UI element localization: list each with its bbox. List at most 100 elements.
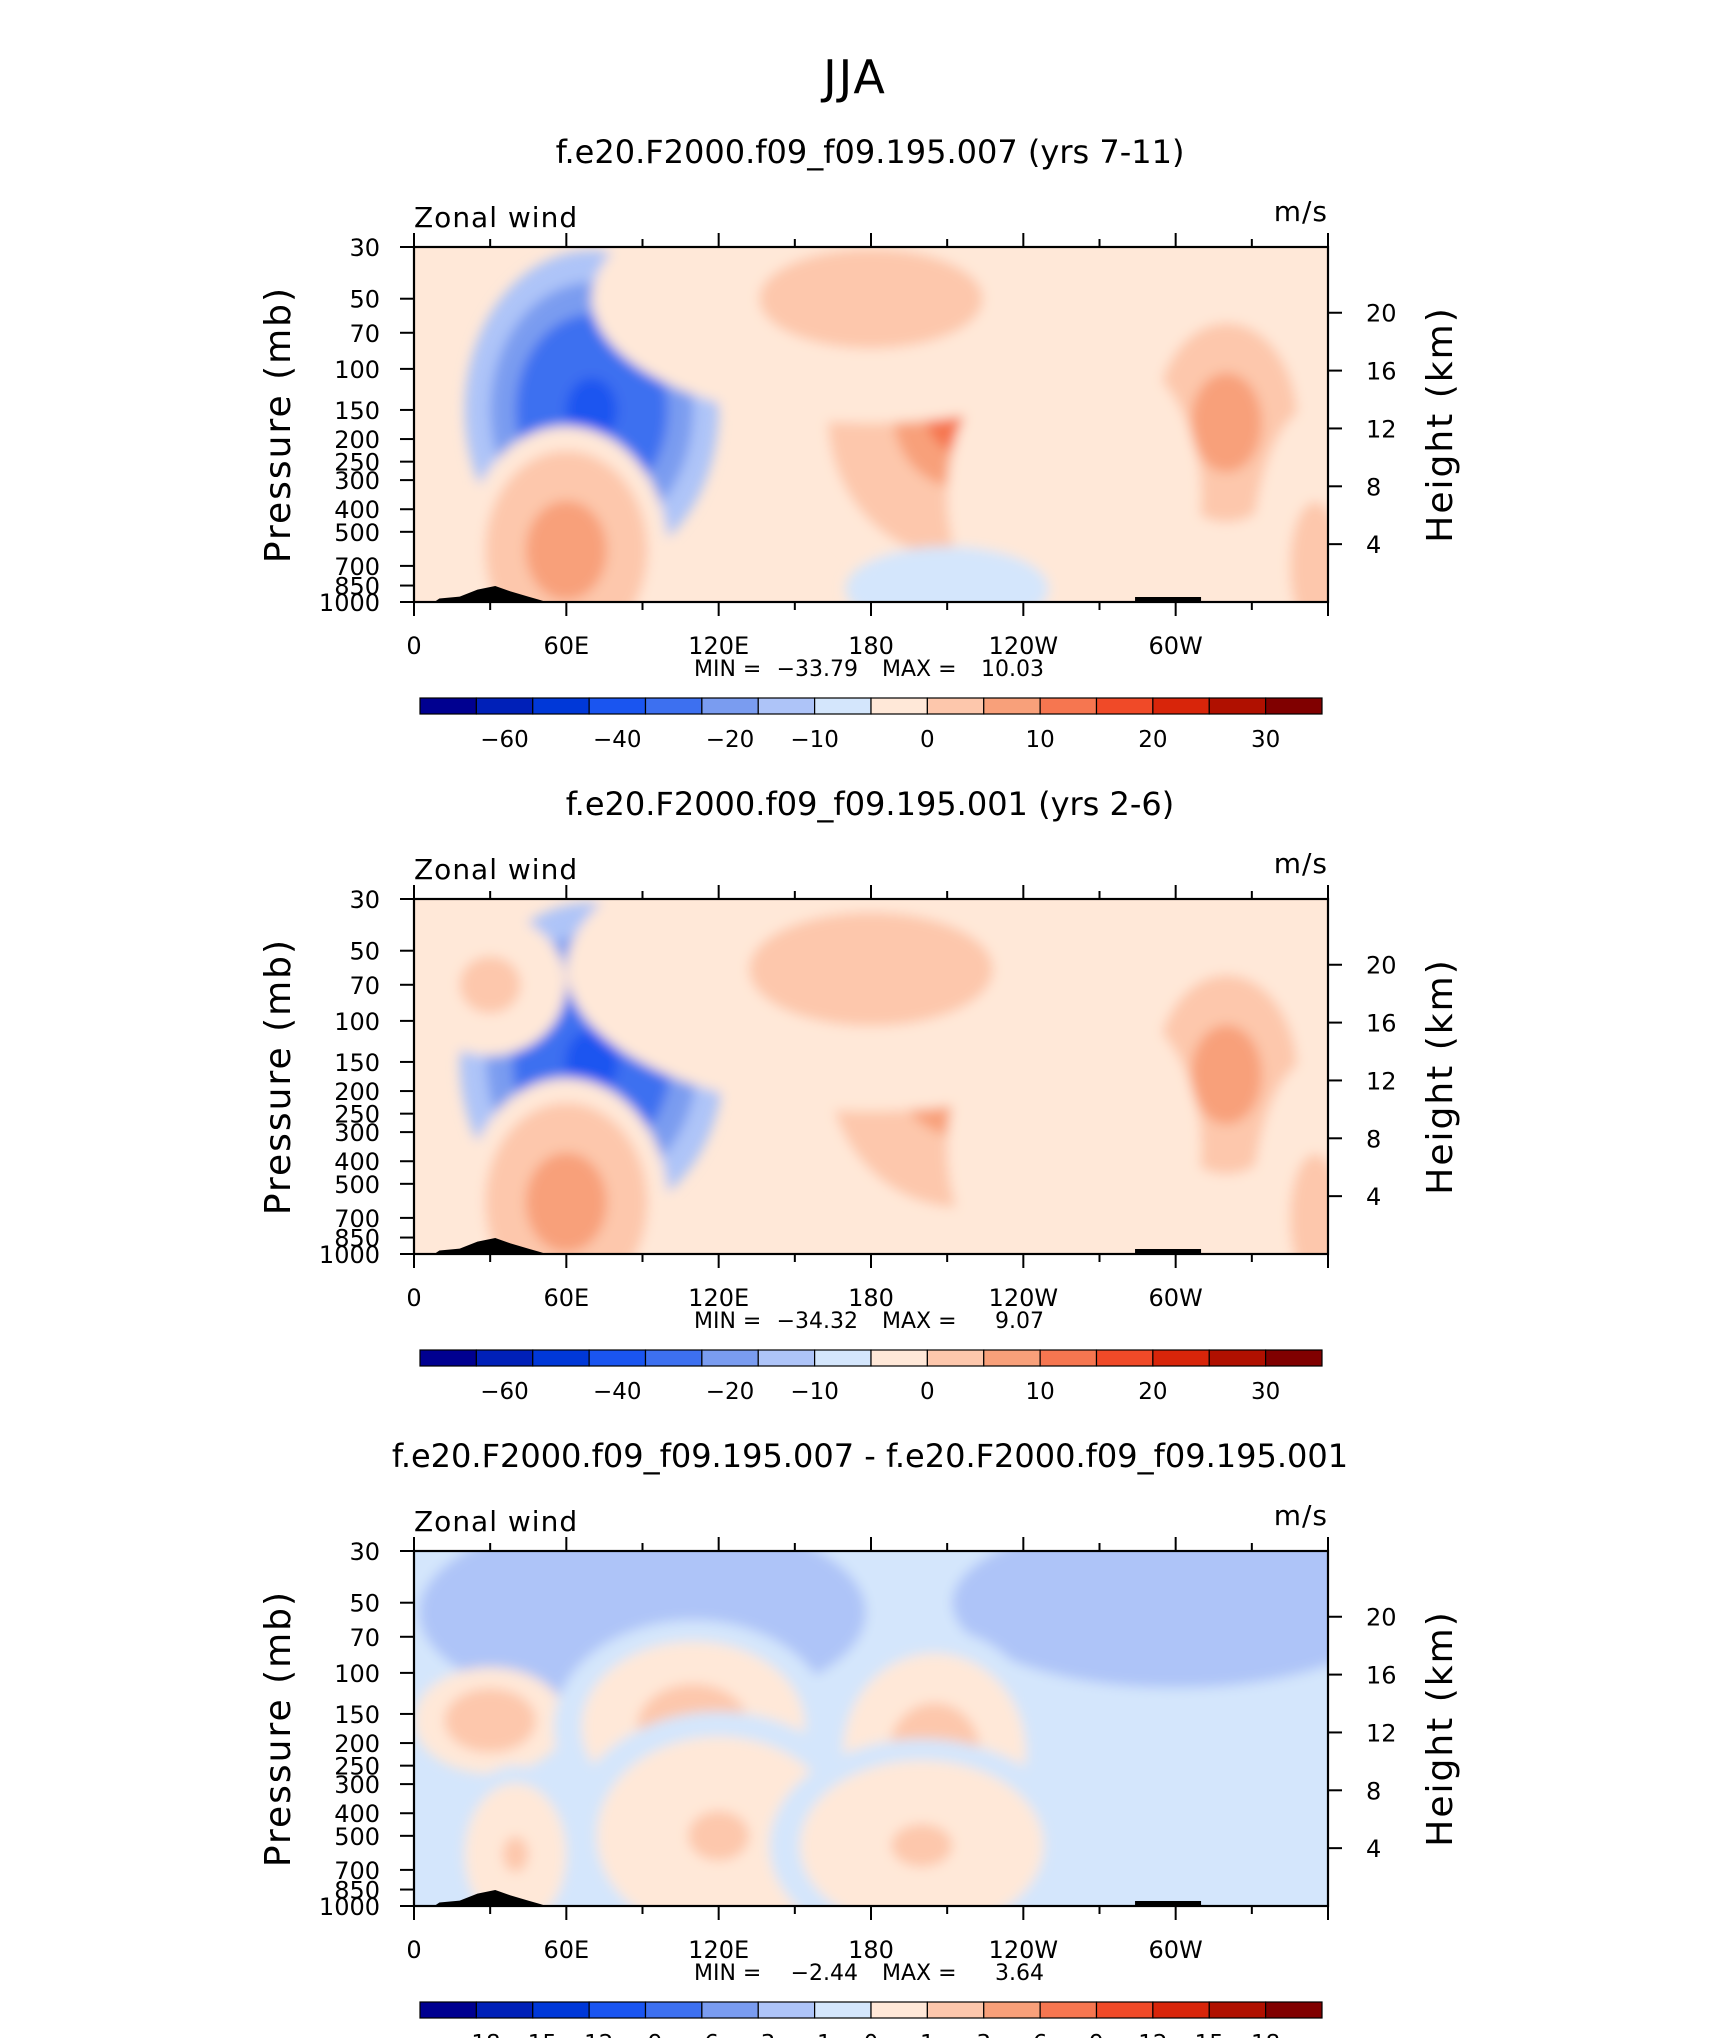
y-tick-label: 150 xyxy=(334,397,380,425)
y-right-tick-label: 20 xyxy=(1366,1604,1397,1632)
colorbar-swatch xyxy=(1039,2001,1098,2019)
colorbar-swatch xyxy=(814,2001,872,2019)
colorbar-swatch xyxy=(1152,1349,1210,1367)
x-tick-label: 60W xyxy=(1149,1936,1203,1964)
y-tick-label: 50 xyxy=(349,286,380,314)
panel-title: f.e20.F2000.f09_f09.195.007 - f.e20.F200… xyxy=(392,1437,1348,1475)
colorbar-label: 3 xyxy=(976,2031,991,2038)
figure-title: JJA xyxy=(820,50,887,104)
min-value: −33.79 xyxy=(777,657,858,682)
min-value: −2.44 xyxy=(791,1961,858,1986)
max-value: 10.03 xyxy=(981,657,1044,682)
colorbar: −18 −15 −12 −9 −6 −3 −1 0 1 3 6 9 12 15 18 xyxy=(419,2001,1323,2038)
colorbar: −60 −40 −20 −10 0 10 20 30 xyxy=(419,697,1323,753)
units-label: m/s xyxy=(1274,847,1328,880)
colorbar-swatch xyxy=(1095,697,1154,715)
x-tick-label: 60W xyxy=(1149,632,1203,660)
topography xyxy=(434,1238,1202,1254)
colorbar-label: 15 xyxy=(1195,2031,1224,2038)
contour-region xyxy=(1048,1115,1100,1180)
colorbar-swatch xyxy=(757,2001,816,2019)
left-label: Zonal wind xyxy=(414,201,578,234)
y-axis-title: Pressure (mb) xyxy=(258,286,299,563)
contour-field xyxy=(414,899,1328,1254)
y-right-tick-label: 12 xyxy=(1366,1067,1397,1095)
x-tick-label: 120E xyxy=(688,1936,749,1964)
colorbar-swatch xyxy=(1152,697,1210,715)
colorbar-swatch xyxy=(983,2001,1041,2019)
colorbar-swatch xyxy=(419,1349,477,1367)
colorbar-label: −60 xyxy=(480,1379,529,1405)
y-tick-label: 70 xyxy=(349,1624,380,1652)
y-right-tick-label: 16 xyxy=(1366,358,1397,386)
topography-andes xyxy=(1135,597,1202,602)
y-right-tick-label: 20 xyxy=(1366,952,1397,980)
colorbar-swatch xyxy=(814,697,872,715)
colorbar-label: −20 xyxy=(706,727,755,753)
colorbar-swatch xyxy=(644,2001,703,2019)
x-tick-label: 60E xyxy=(543,1936,589,1964)
y-tick-label: 250 xyxy=(334,449,380,477)
x-tick-label: 0 xyxy=(406,1936,421,1964)
colorbar-swatch xyxy=(870,2001,928,2019)
y-tick-label: 500 xyxy=(334,1171,380,1199)
colorbar-label: −6 xyxy=(685,2031,719,2038)
y-tick-label: 30 xyxy=(349,234,380,262)
y-right-tick-label: 4 xyxy=(1366,531,1381,559)
colorbar-swatch xyxy=(1208,1349,1267,1367)
y-tick-label: 400 xyxy=(334,1148,380,1176)
colorbar-label: 10 xyxy=(1025,1379,1054,1405)
y-tick-label: 250 xyxy=(334,1753,380,1781)
colorbar-swatch xyxy=(644,1349,703,1367)
min-label: MIN = xyxy=(694,1309,761,1334)
colorbar-label: −20 xyxy=(706,1379,755,1405)
colorbar-swatch xyxy=(701,1349,759,1367)
y-tick-label: 300 xyxy=(334,1119,380,1147)
contour-region xyxy=(1119,1581,1232,1625)
panel-title: f.e20.F2000.f09_f09.195.001 (yrs 2-6) xyxy=(566,785,1175,823)
colorbar-swatch xyxy=(926,1349,985,1367)
colorbar-swatch xyxy=(757,697,816,715)
colorbar-swatch xyxy=(1265,2001,1323,2019)
colorbar-label: 10 xyxy=(1025,727,1054,753)
colorbar-swatch xyxy=(701,697,759,715)
x-tick-label: 180 xyxy=(848,1284,894,1312)
colorbar-swatch xyxy=(983,697,1041,715)
x-tick-label: 120W xyxy=(989,1936,1059,1964)
topography xyxy=(434,586,1202,602)
y-tick-label: 30 xyxy=(349,886,380,914)
y-tick-label: 1000 xyxy=(319,589,380,617)
colorbar-swatch xyxy=(1265,697,1323,715)
colorbar-label: −40 xyxy=(593,727,642,753)
colorbar-swatch xyxy=(1095,2001,1154,2019)
colorbar-label: 1 xyxy=(920,2031,935,2038)
colorbar-swatch xyxy=(475,697,534,715)
colorbar-swatch xyxy=(814,1349,872,1367)
y-right-tick-label: 8 xyxy=(1366,473,1381,501)
left-label: Zonal wind xyxy=(414,853,578,886)
x-tick-label: 60E xyxy=(543,1284,589,1312)
colorbar-swatch xyxy=(1039,1349,1098,1367)
y-tick-label: 150 xyxy=(334,1701,380,1729)
y-tick-label: 200 xyxy=(334,1730,380,1758)
y-right-tick-label: 16 xyxy=(1366,1662,1397,1690)
min-label: MIN = xyxy=(694,657,761,682)
contour-region xyxy=(546,1177,587,1228)
colorbar-label: 20 xyxy=(1138,727,1167,753)
y-right-axis-title: Height (km) xyxy=(1420,1610,1461,1846)
colorbar-swatch xyxy=(588,697,647,715)
x-tick-label: 120E xyxy=(688,1284,749,1312)
y-tick-label: 850 xyxy=(334,1225,380,1253)
y-tick-label: 700 xyxy=(334,553,380,581)
colorbar-label: 12 xyxy=(1138,2031,1167,2038)
y-tick-label: 850 xyxy=(334,573,380,601)
colorbar-label: 9 xyxy=(1089,2031,1104,2038)
contour-region xyxy=(1048,463,1100,528)
y-tick-label: 70 xyxy=(349,320,380,348)
panel-1: f.e20.F2000.f09_f09.195.007 (yrs 7-11) Zo… xyxy=(258,133,1461,753)
y-tick-label: 400 xyxy=(334,1800,380,1828)
contour-field xyxy=(414,247,1328,602)
contour-region xyxy=(565,1029,619,1094)
contour-region xyxy=(1208,1049,1245,1100)
